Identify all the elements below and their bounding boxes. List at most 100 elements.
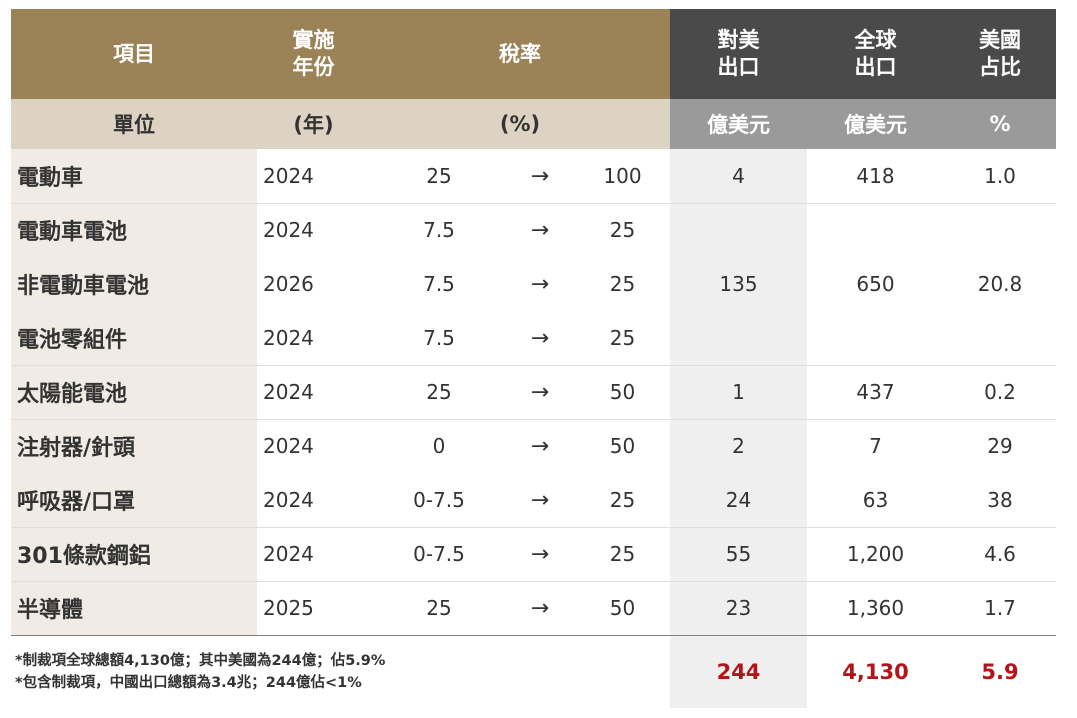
row-item-name: 電動車電池 xyxy=(17,220,128,245)
row-year: 2024 xyxy=(263,380,314,404)
unit-us-share-label: % xyxy=(989,112,1011,136)
row-year: 2024 xyxy=(263,488,314,512)
group-us-export: 1 xyxy=(732,380,745,404)
total-us-share: 5.9 xyxy=(944,636,1056,708)
row-rate-from: 25 xyxy=(426,380,452,404)
row-rate-to: 25 xyxy=(609,488,636,512)
header-rate: 稅率 xyxy=(370,9,670,99)
row-item-name: 非電動車電池 xyxy=(17,274,150,299)
header-year-line1: 實施 xyxy=(292,28,335,52)
arrow-right-icon: → xyxy=(530,487,550,513)
row-year: 2024 xyxy=(263,542,314,566)
arrow-right-icon: → xyxy=(530,541,550,567)
group-us-export: 24 xyxy=(725,488,752,512)
units-band-right xyxy=(670,99,1056,149)
unit-year-label: (年) xyxy=(293,113,334,137)
arrow-right-icon: → xyxy=(530,325,550,351)
total-us-share-value: 5.9 xyxy=(981,660,1019,684)
header-year: 實施 年份 xyxy=(257,9,370,99)
row-separator xyxy=(11,527,1056,528)
row-separator xyxy=(11,581,1056,582)
row-rate-to: 50 xyxy=(609,380,636,404)
row-year: 2024 xyxy=(263,164,314,188)
group-us-export: 23 xyxy=(725,596,752,620)
unit-global-export-label: 億美元 xyxy=(844,113,907,137)
header-global-export-line2: 出口 xyxy=(854,55,897,79)
group-global-export: 437 xyxy=(856,380,895,404)
group-global-export: 1,200 xyxy=(846,542,905,566)
header-us-export-line1: 對美 xyxy=(717,28,760,52)
group-us-export: 135 xyxy=(719,272,758,296)
group-global-export: 650 xyxy=(856,272,895,296)
header-rate-label: 稅率 xyxy=(499,41,541,66)
header-global-export-line1: 全球 xyxy=(854,28,897,52)
row-separator xyxy=(11,365,1056,366)
row-item-name: 電動車 xyxy=(17,166,84,191)
group-us-share: 1.7 xyxy=(984,596,1016,620)
header-us-share: 美國 占比 xyxy=(944,9,1056,99)
us-export-column-bg xyxy=(670,149,807,708)
header-band-right xyxy=(670,9,1056,99)
unit-us-export: 億美元 xyxy=(670,99,807,149)
row-rate-to: 25 xyxy=(609,542,636,566)
row-separator xyxy=(11,203,1056,204)
group-us-share: 38 xyxy=(987,488,1013,512)
footer-note: *制裁項全球總額4,130億；其中美國為244億；佔5.9% xyxy=(15,653,386,669)
row-rate-from: 0-7.5 xyxy=(413,542,465,566)
row-rate-to: 100 xyxy=(603,164,642,188)
row-rate-from: 7.5 xyxy=(423,218,455,242)
arrow-right-icon: → xyxy=(530,595,550,621)
unit-item-label: 單位 xyxy=(113,113,155,137)
row-item-name: 半導體 xyxy=(17,598,84,623)
row-item-name: 太陽能電池 xyxy=(17,382,128,407)
row-rate-from: 25 xyxy=(426,596,452,620)
row-separator xyxy=(11,419,1056,420)
row-rate-to: 25 xyxy=(609,272,636,296)
arrow-right-icon: → xyxy=(530,433,550,459)
group-global-export: 63 xyxy=(862,488,889,512)
header-global-export: 全球 出口 xyxy=(807,9,944,99)
group-us-share: 20.8 xyxy=(977,272,1023,296)
row-year: 2024 xyxy=(263,326,314,350)
unit-global-export: 億美元 xyxy=(807,99,944,149)
header-us-share-line2: 占比 xyxy=(979,55,1021,79)
unit-item: 單位 xyxy=(11,99,257,149)
row-item-name: 電池零組件 xyxy=(17,328,128,353)
row-rate-to: 25 xyxy=(609,326,636,350)
units-band-left xyxy=(11,99,670,149)
group-us-export: 4 xyxy=(732,164,745,188)
header-item-label: 項目 xyxy=(113,41,155,66)
group-us-share: 0.2 xyxy=(984,380,1016,404)
header-band-left xyxy=(11,9,670,99)
total-global-export: 4,130 xyxy=(807,636,944,708)
group-us-share: 4.6 xyxy=(984,542,1016,566)
header-us-share-line1: 美國 xyxy=(979,28,1021,52)
row-rate-to: 50 xyxy=(609,596,636,620)
row-item-name: 301條款鋼鋁 xyxy=(17,544,151,569)
footer-notes: *制裁項全球總額4,130億；其中美國為244億；佔5.9% *包含制裁項，中國… xyxy=(15,650,665,694)
row-rate-from: 0 xyxy=(432,434,446,458)
header-us-export-line2: 出口 xyxy=(717,55,760,79)
group-global-export: 1,360 xyxy=(846,596,905,620)
footer-note: *包含制裁項，中國出口總額為3.4兆；244億佔<1% xyxy=(15,675,362,691)
total-us-export-value: 244 xyxy=(716,660,761,684)
row-year: 2025 xyxy=(263,596,314,620)
row-item-name: 注射器/針頭 xyxy=(17,436,136,461)
arrow-right-icon: → xyxy=(530,379,550,405)
row-rate-from: 0-7.5 xyxy=(413,488,465,512)
arrow-right-icon: → xyxy=(530,163,550,189)
group-us-export: 2 xyxy=(732,434,745,458)
row-year: 2024 xyxy=(263,218,314,242)
unit-us-export-label: 億美元 xyxy=(707,113,770,137)
header-us-export: 對美 出口 xyxy=(670,9,807,99)
arrow-right-icon: → xyxy=(530,217,550,243)
total-us-export: 244 xyxy=(670,636,807,708)
row-rate-from: 25 xyxy=(426,164,452,188)
unit-rate-label: (%) xyxy=(499,112,541,136)
item-column-bg xyxy=(11,149,257,636)
arrow-right-icon: → xyxy=(530,271,550,297)
unit-year: (年) xyxy=(257,99,370,149)
row-rate-to: 25 xyxy=(609,218,636,242)
group-us-share: 1.0 xyxy=(984,164,1016,188)
unit-rate: (%) xyxy=(370,99,670,149)
